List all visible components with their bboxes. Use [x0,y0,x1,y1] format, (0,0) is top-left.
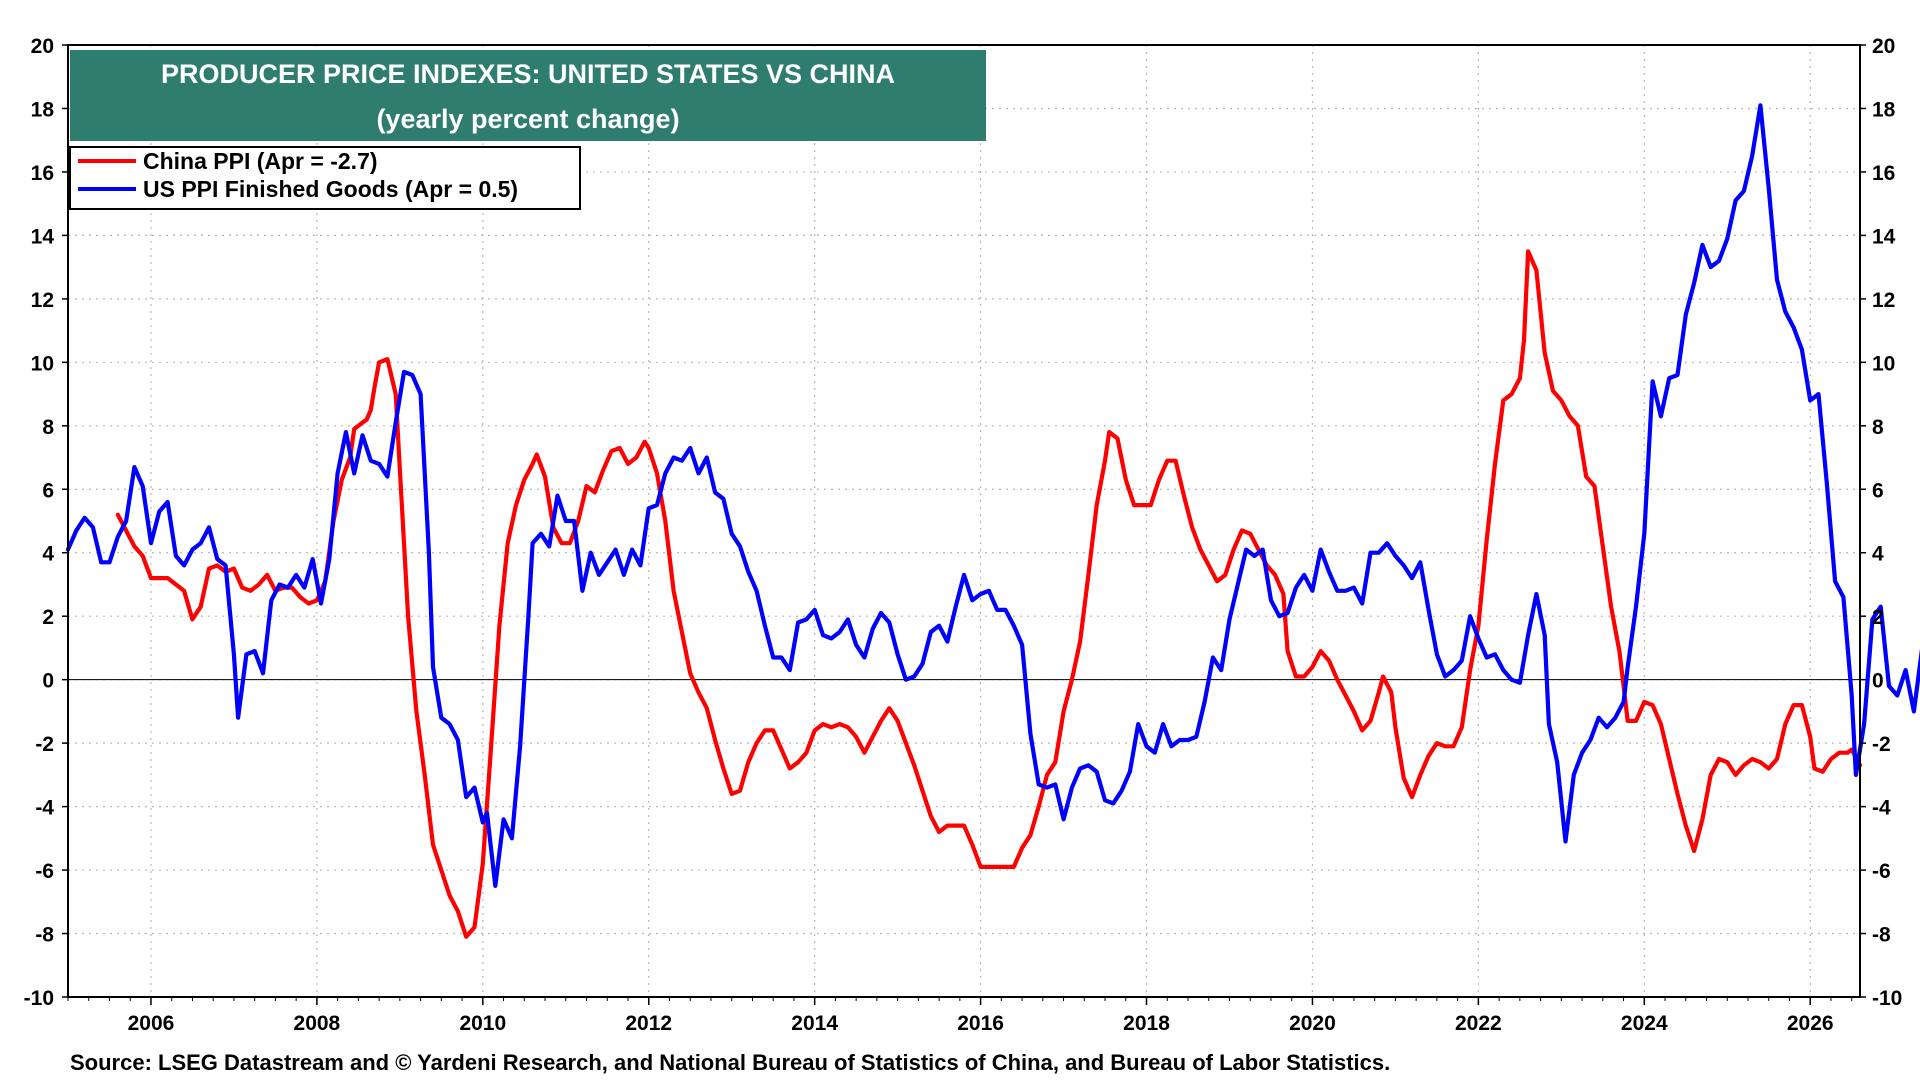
y-tick-label-right: 6 [1872,479,1884,502]
legend-label-china: China PPI (Apr = -2.7) [143,148,378,174]
y-tick-label-right: -10 [1872,987,1902,1010]
title-background [70,50,986,141]
y-tick-label-left: 2 [42,606,54,629]
y-tick-label-left: 4 [42,543,54,566]
y-tick-label-right: 14 [1872,225,1896,248]
legend-label-us: US PPI Finished Goods (Apr = 0.5) [143,176,518,202]
y-tick-label-right: -6 [1872,860,1891,883]
x-tick-label: 2012 [625,1012,672,1035]
series-line-china-ppi [115,249,1863,939]
chart-title: PRODUCER PRICE INDEXES: UNITED STATES VS… [161,59,895,89]
y-tick-label-left: 14 [31,225,55,248]
y-tick-label-left: 16 [31,162,54,185]
x-tick-label: 2022 [1455,1012,1502,1035]
y-tick-label-right: 10 [1872,352,1895,375]
x-tick-label: 2024 [1621,1012,1668,1035]
x-tick-label: 2018 [1123,1012,1170,1035]
series-line-us-ppi [65,103,1920,888]
frame-layer [67,44,1861,998]
y-tick-label-right: -8 [1872,924,1891,947]
y-tick-label-left: 20 [31,35,54,58]
x-tick-label: 2006 [128,1012,175,1035]
y-tick-label-left: 12 [31,289,54,312]
y-tick-label-left: -8 [35,924,54,947]
x-tick-label: 2016 [957,1012,1004,1035]
chart-subtitle: (yearly percent change) [376,104,679,134]
y-tick-label-right: 8 [1872,416,1884,439]
x-tick-label: 2014 [791,1012,838,1035]
y-tick-label-left: 10 [31,352,54,375]
y-tick-label-left: 6 [42,479,54,502]
x-tick-label: 2026 [1787,1012,1834,1035]
y-tick-label-right: 20 [1872,35,1895,58]
y-tick-label-right: 4 [1872,543,1884,566]
y-tick-label-right: 0 [1872,670,1884,693]
y-tick-label-right: 16 [1872,162,1895,185]
x-tick-label: 2010 [459,1012,506,1035]
title-box: PRODUCER PRICE INDEXES: UNITED STATES VS… [70,50,986,141]
legend-box [69,146,581,210]
source-note: Source: LSEG Datastream and © Yardeni Re… [70,1050,1390,1075]
y-tick-label-left: 8 [42,416,54,439]
plot-frame [67,44,1861,998]
y-tick-label-left: 0 [42,670,54,693]
y-tick-label-left: -4 [35,797,54,820]
x-tick-label: 2008 [294,1012,341,1035]
y-tick-label-right: 12 [1872,289,1895,312]
y-tick-label-right: 18 [1872,98,1896,121]
legend: China PPI (Apr = -2.7) US PPI Finished G… [69,146,581,210]
series-layer [65,103,1920,939]
x-tick-label: 2020 [1289,1012,1336,1035]
y-tick-label-left: 18 [31,98,55,121]
y-tick-label-left: -10 [24,987,54,1010]
y-tick-label-right: -2 [1872,733,1891,756]
y-tick-label-left: -2 [35,733,54,756]
y-tick-label-left: -6 [35,860,54,883]
tick-layer: -10 -10 -8 -8 -6 -6 -4 -4 -2 -2 0 0 2 2 4 4 6 6 8 8 10 10 12 12… [24,35,1903,1035]
y-tick-label-right: 2 [1872,606,1884,629]
y-tick-label-right: -4 [1872,797,1891,820]
